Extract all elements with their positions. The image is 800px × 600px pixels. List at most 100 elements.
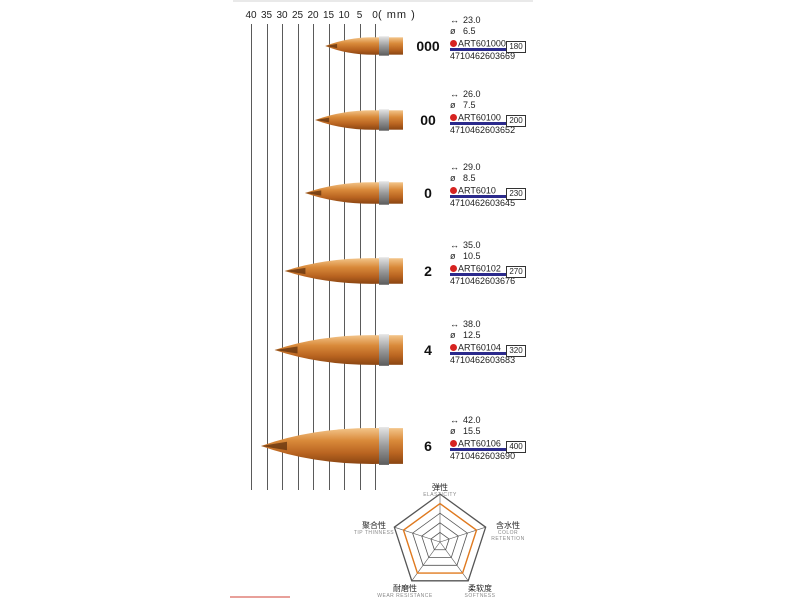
radar-axis <box>411 541 441 582</box>
length-row: ↔ 23.0 <box>450 15 530 26</box>
radar-axis <box>394 526 441 543</box>
article-underline <box>450 352 506 355</box>
article-code: ART60100 <box>458 112 501 123</box>
radar-axis-label: 聚合性 TIP THINNESS <box>346 521 402 536</box>
length-icon: ↔ <box>450 415 459 425</box>
length-value: 29.0 <box>463 162 481 172</box>
ruler-tick-line <box>297 24 299 490</box>
ruler-tick-label: 35 <box>260 10 273 21</box>
article-code: ART60106 <box>458 438 501 449</box>
radar-axis-label-en: TIP THINNESS <box>353 530 395 536</box>
article-code: ART60102 <box>458 263 501 274</box>
length-icon: ↔ <box>450 319 459 329</box>
barcode-number: 4710462603683 <box>450 355 516 365</box>
brush-tip <box>284 267 306 275</box>
brush-binding <box>379 427 389 465</box>
brush-hair <box>304 182 379 204</box>
price-box: 320 <box>506 345 526 357</box>
brush-handle <box>389 258 403 284</box>
barcode-number: 4710462603645 <box>450 198 516 208</box>
diameter-icon: ø <box>450 426 456 436</box>
red-dot-icon <box>450 187 457 195</box>
length-icon: ↔ <box>450 240 459 250</box>
length-value: 35.0 <box>463 240 481 250</box>
ruler-tick-line <box>375 24 376 490</box>
ruler-tick-label: 40 <box>245 10 257 21</box>
brush-size-label: 00 <box>420 112 436 128</box>
brush-tip <box>261 441 287 451</box>
ruler-tick-line <box>313 24 314 490</box>
barcode-number: 4710462603690 <box>450 451 516 461</box>
brush-binding <box>379 257 389 285</box>
article-row: ART60102 270 <box>450 262 530 278</box>
radar-grid-ring <box>393 493 487 582</box>
ruler-tick-line <box>359 24 361 490</box>
brush-handle <box>389 37 403 55</box>
brush-head <box>261 427 403 465</box>
brush-head <box>274 334 403 366</box>
barcode-number: 4710462603652 <box>450 125 516 135</box>
article-row: ART60100 200 <box>450 111 530 127</box>
length-icon: ↔ <box>450 15 459 25</box>
brush-size-label: 0 <box>424 185 432 201</box>
ruler-tick-label: 10 <box>338 10 350 21</box>
diameter-icon: ø <box>450 173 456 183</box>
length-row: ↔ 29.0 <box>450 162 530 173</box>
brush-handle <box>389 110 403 130</box>
brush-spec-block: ↔ 42.0 ø 15.5 ART60106 400 4710462603690 <box>450 415 530 461</box>
red-dot-icon <box>450 265 457 273</box>
brush-binding <box>379 36 389 56</box>
article-underline <box>450 122 506 125</box>
radar-axis-label: 耐磨性 WEAR RESISTANCE <box>370 584 440 599</box>
brush-illustrations <box>261 36 403 465</box>
ruler-tick-line <box>344 24 345 490</box>
barcode-number: 4710462603669 <box>450 51 516 61</box>
radar-axis-label-cn: 弹性 <box>432 483 448 492</box>
ruler-tick-label: 30 <box>276 10 288 21</box>
barcode-number: 4710462603676 <box>450 276 516 286</box>
diameter-value: 8.5 <box>463 173 476 183</box>
radar-axis-label-cn: 柔软度 <box>468 584 492 593</box>
diameter-row: ø 8.5 <box>450 173 530 184</box>
brush-head <box>315 109 403 131</box>
length-value: 23.0 <box>463 15 481 25</box>
length-row: ↔ 42.0 <box>450 415 530 426</box>
radar-grid-ring <box>421 522 459 558</box>
brush-hair <box>284 258 379 284</box>
article-row: ART60104 320 <box>450 341 530 357</box>
ruler-tick-line <box>251 24 252 490</box>
brush-binding <box>379 109 389 131</box>
ruler-tick-line <box>328 24 330 490</box>
brush-tip <box>304 190 322 196</box>
article-row: ART6010 230 <box>450 184 530 200</box>
brush-handle <box>389 335 403 365</box>
brush-binding <box>379 334 389 366</box>
price-box: 180 <box>506 41 526 53</box>
top-divider <box>233 0 533 2</box>
diameter-icon: ø <box>450 26 456 36</box>
radar-axis-label: 弹性 ELASTICITY <box>400 483 480 498</box>
diameter-value: 6.5 <box>463 26 476 36</box>
brush-spec-block: ↔ 29.0 ø 8.5 ART6010 230 4710462603645 <box>450 162 530 208</box>
length-row: ↔ 35.0 <box>450 240 530 251</box>
brush-tip <box>315 117 330 123</box>
ruler-tick-label: 25 <box>291 10 304 21</box>
ruler-tick-label: 5 <box>356 10 363 21</box>
article-code: ART601000 <box>458 38 506 49</box>
radar-axis-label-en: SOFTNESS <box>464 593 496 599</box>
brush-size-label: 2 <box>424 263 432 279</box>
brush-head <box>304 181 403 205</box>
radar-series <box>402 502 478 574</box>
diameter-value: 12.5 <box>463 330 481 340</box>
radar-grid-ring <box>430 531 450 551</box>
brush-tip <box>274 346 298 354</box>
brush-hair <box>325 37 379 55</box>
radar-axis-label-en: ELASTICITY <box>423 492 457 498</box>
brush-handle <box>389 428 403 464</box>
radar-axis-label-en: WEAR RESISTANCE <box>377 593 433 599</box>
diameter-row: ø 15.5 <box>450 426 530 437</box>
brush-binding <box>379 181 389 205</box>
radar-axis-label-cn: 含水性 <box>496 521 520 530</box>
diameter-icon: ø <box>450 251 456 261</box>
